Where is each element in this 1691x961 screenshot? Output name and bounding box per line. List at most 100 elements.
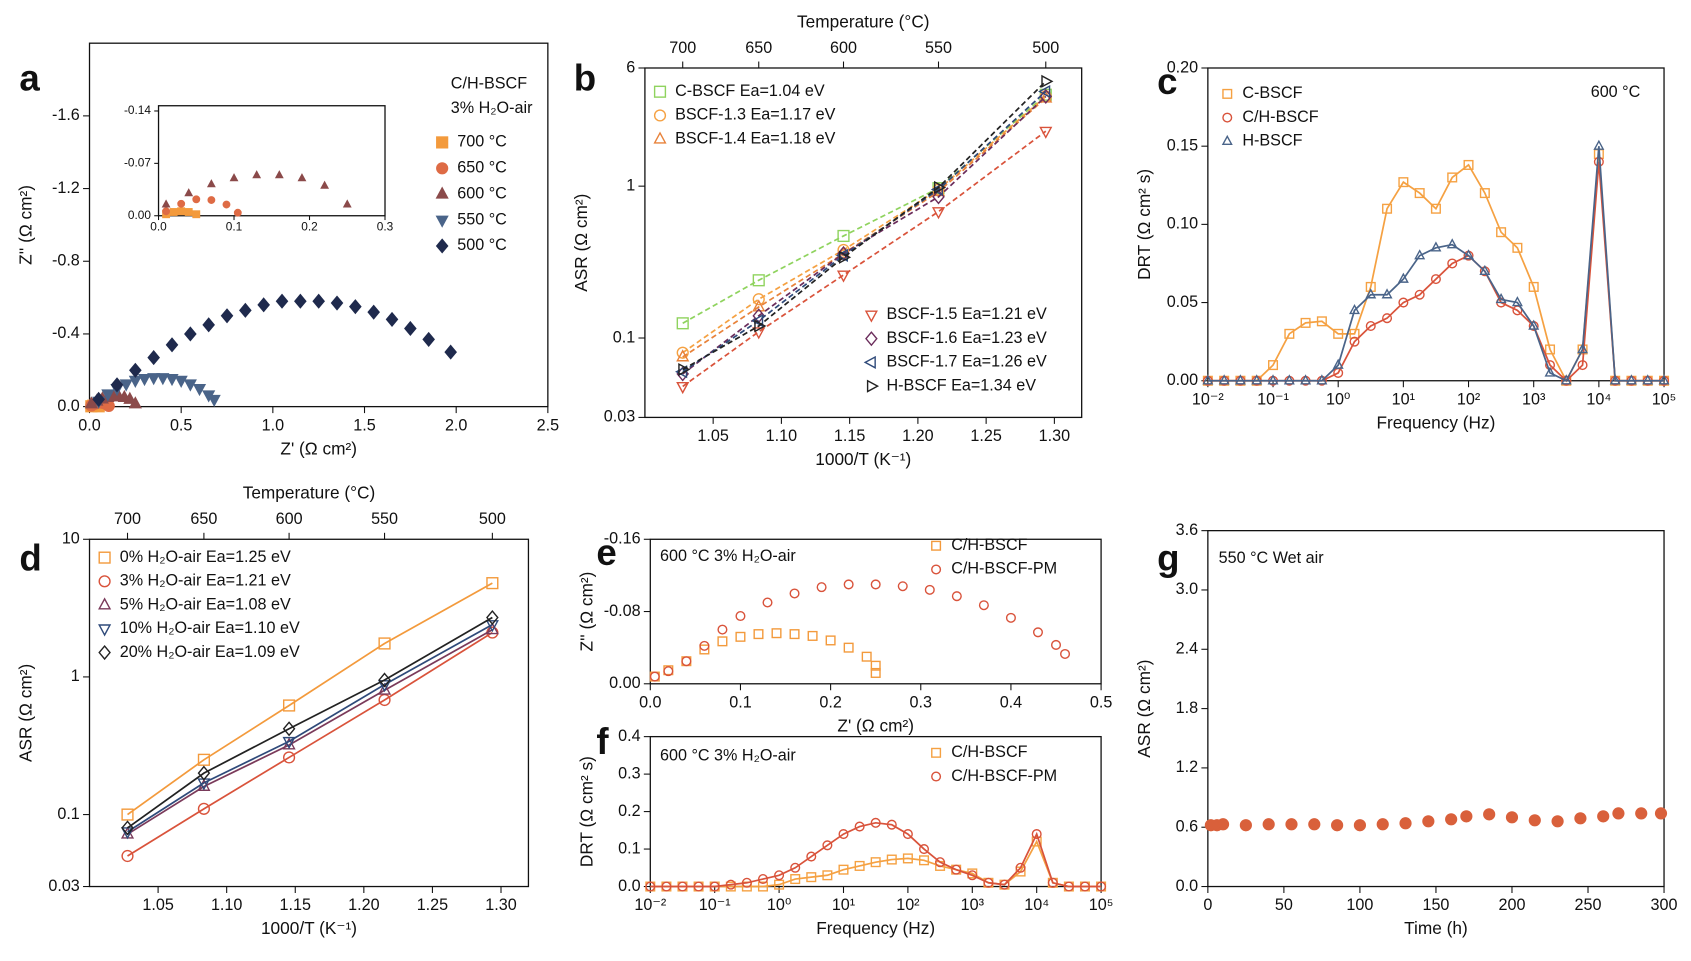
marker xyxy=(931,207,946,220)
marker xyxy=(1268,360,1279,371)
legend-marker xyxy=(98,575,111,588)
marker xyxy=(184,188,194,197)
marker xyxy=(676,317,689,330)
marker xyxy=(1251,374,1263,385)
x-tick-label: 1.20 xyxy=(348,896,379,914)
marker xyxy=(1285,818,1298,831)
y-tick-label: 0.2 xyxy=(618,802,640,820)
marker xyxy=(1430,274,1441,285)
marker xyxy=(822,870,833,881)
marker xyxy=(790,862,801,873)
y-tick-label: 0.03 xyxy=(604,408,635,426)
marker xyxy=(1479,188,1490,199)
legend-marker xyxy=(653,109,667,122)
marker xyxy=(762,597,773,608)
y-tick-label: 0.00 xyxy=(1167,371,1198,389)
marker xyxy=(282,699,296,712)
marker xyxy=(676,381,690,395)
marker xyxy=(843,642,854,653)
marker xyxy=(1460,810,1473,823)
annotation: 600 °C 3% H₂O-air xyxy=(660,547,796,565)
marker xyxy=(1577,360,1588,371)
marker xyxy=(1597,810,1610,823)
marker xyxy=(752,274,765,287)
marker xyxy=(1096,881,1107,892)
x-tick-label: 100 xyxy=(1346,896,1373,914)
marker xyxy=(693,881,704,892)
panel-label: b xyxy=(574,58,596,99)
marker xyxy=(836,270,851,283)
marker xyxy=(1463,159,1474,170)
y-axis-label: DRT (Ω cm² s) xyxy=(1134,169,1154,280)
marker xyxy=(681,656,692,667)
marker xyxy=(1445,813,1458,826)
panel-label: g xyxy=(1157,538,1179,579)
marker xyxy=(128,396,142,409)
series-line xyxy=(682,130,1047,388)
marker xyxy=(1609,374,1621,385)
y-tick-label: 0.0 xyxy=(1176,877,1198,895)
marker xyxy=(1528,814,1541,827)
marker xyxy=(378,672,391,688)
legend-label: 0% H₂O-air Ea=1.25 eV xyxy=(120,548,291,566)
marker xyxy=(1239,819,1252,832)
marker xyxy=(735,631,746,642)
marker xyxy=(741,877,752,888)
chart-panel: 0 50 100 150 200 250 300 0.0 0.6 1.2 1.8 2.4 3.0 3.6 T… xyxy=(1134,521,1678,938)
marker xyxy=(1038,84,1051,99)
marker xyxy=(1300,317,1311,328)
y-tick-label: 0.00 xyxy=(128,208,151,222)
x-tick-label: 10¹ xyxy=(1392,390,1416,408)
marker xyxy=(1032,627,1043,638)
marker xyxy=(663,666,674,677)
marker xyxy=(1234,374,1246,385)
marker xyxy=(1332,358,1344,369)
marker xyxy=(367,304,380,320)
marker xyxy=(771,628,782,639)
marker xyxy=(183,379,197,392)
marker xyxy=(385,311,399,327)
legend-label: C-BSCF xyxy=(1242,84,1302,102)
marker xyxy=(1414,249,1426,260)
marker xyxy=(184,326,197,342)
y-tick-label: -0.07 xyxy=(124,156,151,170)
series-line xyxy=(127,629,493,835)
marker xyxy=(645,881,656,892)
marker xyxy=(854,860,865,871)
x2-tick-label: 700 xyxy=(669,39,696,57)
marker xyxy=(486,609,499,626)
series-line xyxy=(650,839,1102,888)
y-tick-label: -0.08 xyxy=(604,602,641,620)
y-tick-label: -0.8 xyxy=(52,252,80,270)
marker xyxy=(1560,374,1572,385)
legend-label: 5% H₂O-air Ea=1.08 eV xyxy=(120,595,291,613)
y-tick-label: 1.8 xyxy=(1176,699,1198,717)
marker xyxy=(757,881,768,892)
x-tick-label: 10¹ xyxy=(832,896,856,914)
marker xyxy=(839,250,852,264)
x-tick-label: 0.3 xyxy=(910,693,932,711)
marker xyxy=(1382,313,1393,324)
legend-title: 3% H₂O-air xyxy=(451,99,533,117)
marker xyxy=(1079,881,1090,892)
y-tick-label: 1 xyxy=(71,667,80,685)
marker xyxy=(678,362,691,377)
marker xyxy=(709,881,720,892)
marker xyxy=(233,208,242,217)
panel-label: c xyxy=(1157,61,1177,102)
marker xyxy=(282,736,296,750)
legend-label: C/H-BSCF xyxy=(951,536,1027,554)
marker xyxy=(294,293,307,309)
marker xyxy=(1398,177,1409,188)
x-tick-label: 0.1 xyxy=(226,220,243,234)
marker xyxy=(485,620,499,633)
x-tick-label: 0.5 xyxy=(170,416,192,434)
marker xyxy=(312,293,325,309)
x-tick-label: 0 xyxy=(1203,896,1212,914)
marker xyxy=(320,180,330,189)
marker xyxy=(1422,815,1435,828)
y-tick-label: 0.0 xyxy=(57,397,79,415)
x-tick-label: 1.5 xyxy=(353,416,375,434)
series-line xyxy=(127,616,493,829)
marker xyxy=(754,319,767,333)
